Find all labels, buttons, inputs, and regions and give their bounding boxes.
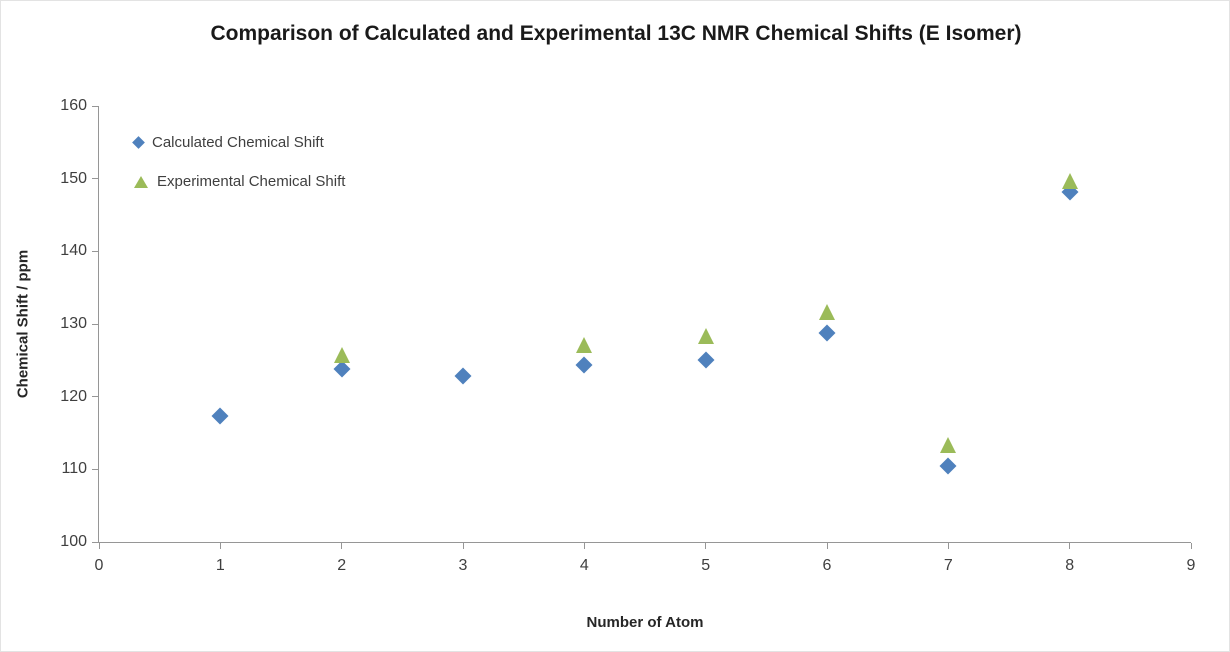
x-axis-tick-3 — [462, 543, 464, 549]
x-axis-tick-label-8: 8 — [1065, 557, 1075, 574]
experimental-point-atom-6 — [819, 303, 835, 320]
x-axis-tick-label-0: 0 — [94, 557, 104, 574]
x-axis-tick-2 — [341, 543, 343, 549]
x-axis-tick-0 — [98, 543, 100, 549]
y-axis-tick-160 — [92, 105, 98, 107]
x-axis-title: Number of Atom — [586, 614, 704, 631]
calculated-diamond-icon — [132, 136, 145, 149]
experimental-point-atom-7 — [940, 437, 957, 454]
x-axis-tick-7 — [947, 543, 949, 549]
calculated-point-atom-4 — [575, 356, 593, 374]
chart-legend: Calculated Chemical Shift Experimental C… — [132, 134, 345, 190]
legend-label-experimental: Experimental Chemical Shift — [157, 173, 346, 190]
y-axis-tick-120 — [92, 396, 98, 398]
y-axis-tick-label-150: 150 — [60, 169, 87, 187]
experimental-point-atom-4 — [576, 337, 593, 354]
calculated-point-atom-7 — [939, 457, 957, 475]
x-axis-tick-label-2: 2 — [337, 557, 347, 574]
x-axis-tick-label-4: 4 — [579, 557, 589, 574]
x-axis-tick-label-1: 1 — [215, 557, 225, 574]
y-axis-tick-150 — [92, 178, 98, 180]
calculated-point-atom-3 — [454, 367, 472, 385]
chart-title: Comparison of Calculated and Experimenta… — [210, 22, 1022, 45]
experimental-point-atom-5 — [697, 327, 714, 344]
y-axis-tick-label-100: 100 — [60, 533, 87, 550]
x-axis-tick-4 — [583, 543, 585, 549]
y-axis-tick-110 — [92, 468, 98, 470]
y-axis-line — [98, 106, 99, 543]
y-axis-tick-130 — [92, 323, 98, 325]
y-axis-tick-label-120: 120 — [60, 387, 87, 405]
x-axis-tick-9 — [1190, 543, 1192, 549]
experimental-triangle-icon — [134, 175, 148, 188]
y-axis-tick-label-160: 160 — [60, 97, 87, 114]
y-axis-tick-label-130: 130 — [60, 315, 87, 332]
experimental-point-atom-8 — [1061, 172, 1078, 189]
x-axis-tick-label-6: 6 — [822, 557, 832, 574]
legend-label-calculated: Calculated Chemical Shift — [152, 134, 324, 151]
y-axis-title: Chemical Shift / ppm — [14, 249, 32, 399]
x-axis-tick-1 — [219, 543, 221, 549]
experimental-point-atom-2 — [333, 347, 350, 364]
calculated-point-atom-1 — [211, 407, 229, 425]
x-axis-tick-5 — [705, 543, 707, 549]
x-axis-line — [98, 542, 1191, 543]
x-axis-tick-label-9: 9 — [1186, 557, 1196, 574]
y-axis-tick-label-140: 140 — [60, 242, 87, 260]
y-axis-tick-140 — [92, 250, 98, 252]
legend-item-calculated: Calculated Chemical Shift — [132, 134, 345, 151]
legend-item-experimental: Experimental Chemical Shift — [134, 173, 345, 190]
y-axis-tick-label-110: 110 — [61, 460, 87, 478]
x-axis-tick-label-7: 7 — [943, 557, 953, 574]
y-axis-tick-100 — [92, 541, 98, 543]
x-axis-tick-6 — [826, 543, 828, 549]
x-axis-tick-label-3: 3 — [458, 557, 468, 574]
calculated-point-atom-6 — [818, 324, 836, 342]
x-axis-tick-8 — [1069, 543, 1071, 549]
calculated-point-atom-5 — [697, 351, 715, 369]
x-axis-tick-label-5: 5 — [701, 557, 711, 574]
